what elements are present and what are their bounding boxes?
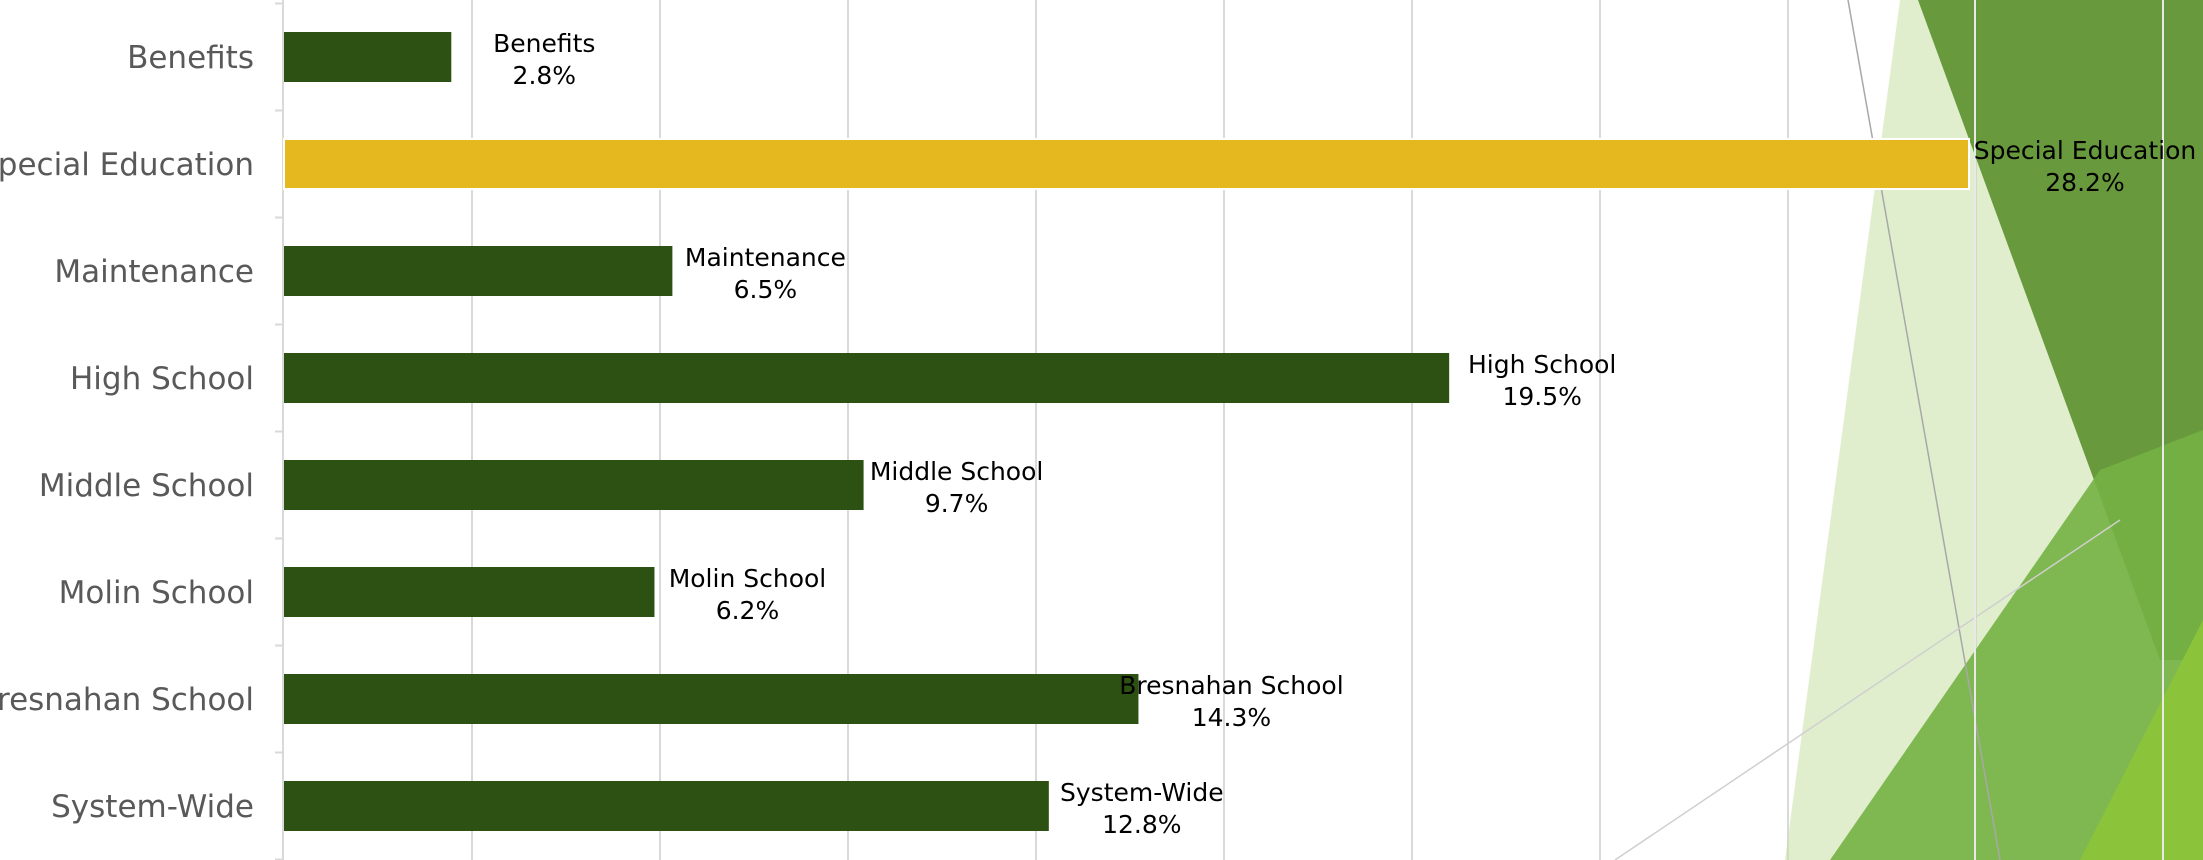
data-label-category: Molin School	[669, 564, 827, 593]
category-label: Middle School	[39, 468, 254, 504]
bar-series	[283, 32, 1970, 831]
category-axis	[275, 0, 284, 860]
data-label-value: 12.8%	[1102, 810, 1181, 839]
data-label: System-Wide 12.8%	[1060, 778, 1224, 839]
data-label: High School 19.5%	[1468, 350, 1616, 411]
bar-bresnahan-school	[284, 674, 1139, 724]
data-label-value: 9.7%	[925, 489, 989, 518]
category-label: Molin School	[59, 575, 254, 611]
data-label-category: Special Education	[1974, 136, 2197, 165]
data-label-value: 19.5%	[1502, 382, 1581, 411]
data-label-value: 6.2%	[716, 596, 780, 625]
bar-benefits	[284, 32, 452, 82]
deco-lime-triangle	[2080, 620, 2203, 860]
deco-line-2	[1614, 519, 2121, 860]
data-label-value: 2.8%	[513, 61, 577, 90]
category-labels: Benefits Special Education Maintenance High…	[0, 40, 254, 825]
data-label-category: Benefits	[493, 29, 595, 58]
data-label: Benefits 2.8%	[493, 29, 595, 90]
data-label-value: 6.5%	[734, 275, 798, 304]
category-label: System-Wide	[51, 789, 254, 825]
data-label-category: Middle School	[870, 457, 1044, 486]
bar-middle-school	[284, 460, 864, 510]
data-label: Maintenance 6.5%	[685, 243, 846, 304]
data-labels: Benefits 2.8% Special Education 28.2% Mainte…	[493, 29, 2196, 839]
data-label: Special Education 28.2%	[1974, 136, 2197, 197]
decorative-background-shapes	[1614, 0, 2203, 860]
bar-special-education	[283, 138, 1970, 190]
bar-system-wide	[284, 781, 1049, 831]
data-label-value: 28.2%	[2045, 168, 2124, 197]
data-label-category: Maintenance	[685, 243, 846, 272]
bar-high-school	[284, 353, 1450, 403]
bar-molin-school	[284, 567, 655, 617]
category-label: Maintenance	[54, 254, 254, 290]
category-label: High School	[70, 361, 254, 397]
category-label: Bresnahan School	[0, 682, 254, 718]
data-label-category: Bresnahan School	[1119, 671, 1343, 700]
data-label-category: System-Wide	[1060, 778, 1224, 807]
data-label: Middle School 9.7%	[870, 457, 1044, 518]
category-label: Special Education	[0, 147, 254, 183]
data-label-value: 14.3%	[1192, 703, 1271, 732]
category-label: Benefits	[127, 40, 254, 76]
data-label: Bresnahan School 14.3%	[1119, 671, 1343, 732]
deco-mid-triangle	[1830, 430, 2203, 860]
bar-maintenance	[284, 246, 673, 296]
data-label-category: High School	[1468, 350, 1616, 379]
data-label: Molin School 6.2%	[669, 564, 827, 625]
